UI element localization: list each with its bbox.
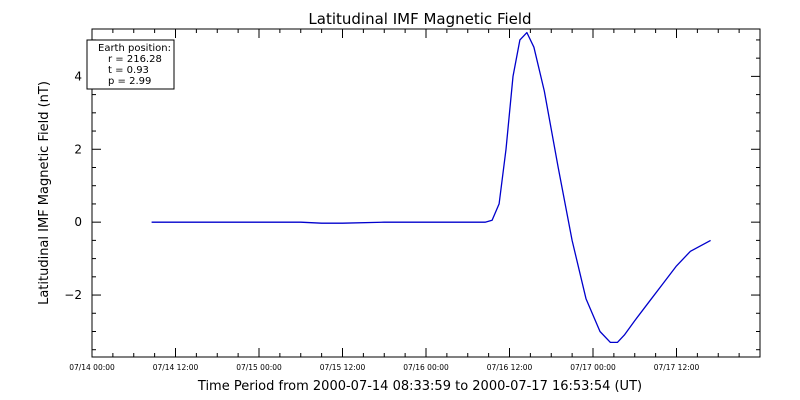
y-tick-label: 0 (74, 215, 82, 229)
chart-title: Latitudinal IMF Magnetic Field (308, 10, 531, 28)
legend-heading: Earth position: (98, 43, 171, 54)
x-tick-label: 07/17 00:00 (570, 363, 616, 372)
y-axis-ticks: −2 0 2 4 (64, 39, 760, 351)
legend-r-value: r = 216.28 (108, 54, 162, 65)
y-axis-label: Latitudinal IMF Magnetic Field (nT) (37, 81, 52, 305)
y-tick-label: 2 (74, 142, 82, 156)
legend-frame (86, 39, 175, 90)
x-tick-label: 07/16 00:00 (403, 363, 449, 372)
x-axis-ticks: 07/14 00:00 07/14 12:00 07/15 00:00 07/15 1… (69, 29, 740, 372)
x-tick-label: 07/15 00:00 (236, 363, 282, 372)
plot-frame (91, 28, 761, 358)
x-tick-label: 07/14 00:00 (69, 363, 115, 372)
x-tick-label: 07/15 12:00 (320, 363, 366, 372)
y-tick-label: −2 (64, 288, 82, 302)
series-line (151, 31, 711, 344)
x-tick-label: 07/14 12:00 (153, 363, 199, 372)
legend-box: Earth position: r = 216.28 t = 0.93 p = … (86, 39, 175, 90)
legend-t-value: t = 0.93 (108, 65, 149, 76)
series-layer (151, 31, 711, 344)
legend-p-value: p = 2.99 (108, 76, 151, 87)
x-tick-label: 07/16 12:00 (487, 363, 533, 372)
x-axis-label: Time Period from 2000-07-14 08:33:59 to … (197, 379, 642, 394)
x-tick-label: 07/17 12:00 (654, 363, 700, 372)
y-tick-label: 4 (74, 69, 82, 83)
